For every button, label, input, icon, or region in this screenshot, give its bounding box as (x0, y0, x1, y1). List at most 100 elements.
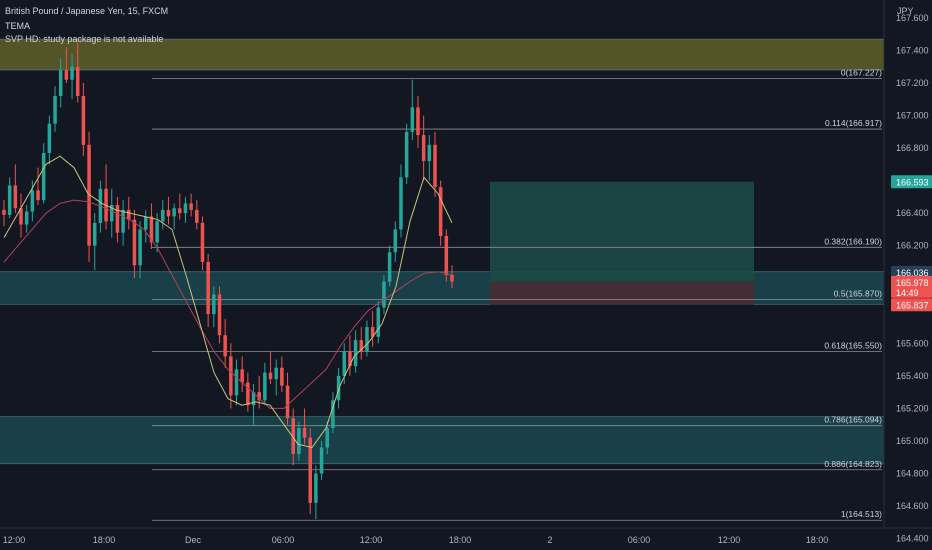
candle (280, 367, 284, 386)
candle (444, 235, 449, 275)
candle (450, 275, 454, 282)
candle (195, 209, 199, 223)
y-tick-label-11: 164.800 (896, 469, 929, 479)
x-tick-label-6: 2 (547, 535, 552, 545)
candle (348, 351, 352, 367)
candle (223, 335, 227, 357)
candle (81, 96, 86, 145)
ma-line (3, 199, 453, 409)
candle (109, 205, 114, 222)
candle (121, 209, 125, 233)
candle (229, 356, 233, 396)
x-tick-label-1: 18:00 (93, 535, 116, 545)
candle (387, 252, 392, 282)
candle (144, 216, 148, 230)
candle (251, 392, 256, 406)
candle (47, 123, 52, 153)
candle (53, 96, 57, 124)
candle (155, 221, 159, 243)
candle (268, 372, 273, 380)
candle (285, 385, 290, 419)
candle (291, 418, 295, 454)
candle (234, 369, 239, 396)
candle (365, 327, 369, 352)
x-tick-label-2: Dec (185, 535, 202, 545)
price-tag-3[interactable] (891, 298, 932, 312)
candle (297, 427, 301, 454)
position-target-box[interactable] (490, 181, 754, 282)
candle (404, 131, 409, 178)
fib-label-0: 0(167.227) (841, 68, 882, 78)
candle (183, 203, 188, 214)
price-tag-countdown: 14:49 (896, 288, 919, 298)
candle (314, 473, 318, 503)
candle (70, 66, 74, 80)
price-tag-2[interactable] (891, 275, 932, 298)
candle (274, 367, 278, 380)
price-tag-label-0: 166.593 (896, 177, 929, 187)
candle (13, 185, 18, 209)
position-stop-box[interactable] (490, 281, 754, 305)
candle (325, 427, 329, 448)
candle (2, 209, 6, 215)
x-tick-label-4: 12:00 (360, 535, 383, 545)
candle (138, 229, 142, 266)
y-tick-label-9: 165.200 (896, 403, 929, 413)
indicator-tema-label: TEMA (5, 21, 31, 31)
price-tag-0[interactable] (891, 175, 932, 189)
x-tick-label-3: 06:00 (272, 535, 295, 545)
candle (308, 437, 312, 503)
candle (410, 107, 415, 132)
fib-label-4: 0.618(165.550) (824, 340, 882, 350)
candle (92, 222, 97, 246)
candle (246, 382, 250, 406)
candle (257, 392, 261, 401)
candle (7, 185, 12, 215)
y-tick-label-1: 167.400 (896, 45, 929, 55)
candle (263, 372, 267, 401)
y-tick-label-4: 166.800 (896, 143, 929, 153)
fib-label-2: 0.382(166.190) (824, 236, 882, 246)
price-tag-1[interactable] (891, 265, 932, 279)
candle (240, 369, 244, 383)
y-tick-label-13: 164.400 (896, 534, 929, 544)
x-tick-label-0: 12:00 (3, 535, 26, 545)
candle (433, 144, 437, 188)
price-tag-label-1: 166.036 (896, 268, 929, 278)
candle (149, 216, 154, 243)
candle (36, 190, 40, 201)
fib-label-3: 0.5(165.870) (834, 288, 882, 298)
x-tick-label-8: 12:00 (718, 535, 741, 545)
symbol-title: British Pound / Japanese Yen, 15, FXCM (5, 6, 169, 16)
axis-currency: JPY (897, 6, 914, 16)
y-tick-label-8: 165.400 (896, 371, 929, 381)
candle (342, 351, 347, 376)
candle (200, 222, 205, 262)
fib-label-7: 1(164.513) (841, 509, 882, 519)
candle (359, 340, 364, 352)
candle (438, 187, 443, 236)
candle (336, 375, 341, 401)
candle (206, 261, 210, 315)
candle (87, 144, 91, 246)
price-tag-label-2: 165.978 (896, 278, 929, 288)
fib-label-5: 0.786(165.094) (824, 415, 882, 425)
tema-line (3, 155, 453, 449)
candle (302, 427, 307, 438)
price-tag-label-3: 165.837 (896, 300, 929, 310)
y-tick-label-12: 164.600 (896, 501, 929, 511)
candle (30, 190, 35, 212)
candle (161, 209, 165, 222)
fib-label-6: 0.886(164.823) (824, 459, 882, 469)
candle (41, 152, 46, 201)
candle (393, 229, 398, 253)
candle (427, 144, 432, 162)
x-tick-label-5: 18:00 (449, 535, 472, 545)
y-tick-label-0: 167.600 (896, 13, 929, 23)
candle (64, 69, 69, 80)
y-tick-label-6: 166.200 (896, 241, 929, 251)
candle (217, 294, 222, 336)
candle (331, 400, 335, 428)
